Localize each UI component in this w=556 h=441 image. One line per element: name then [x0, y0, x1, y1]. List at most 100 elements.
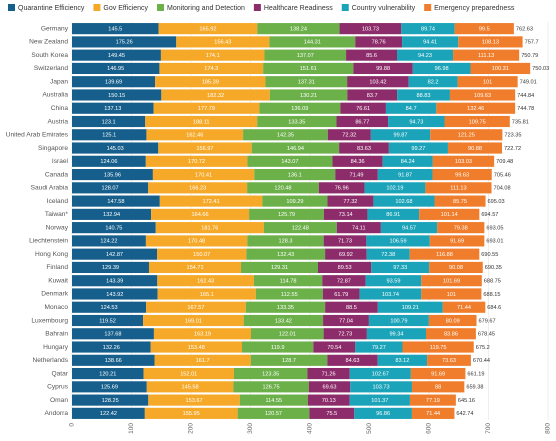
bar-segment: [373, 195, 435, 207]
bar-segment: [347, 76, 409, 88]
value-label: 90.88: [468, 146, 482, 152]
value-label: 101: [447, 292, 456, 298]
bar-segment: [411, 381, 465, 393]
value-label: 119.9: [271, 345, 285, 351]
category-label: Qatar: [52, 370, 69, 377]
bar-segment: [257, 23, 340, 35]
value-label: 142.35: [277, 133, 294, 139]
value-label: 153.48: [188, 345, 205, 351]
bar-segment: [72, 115, 146, 128]
value-label: 119.52: [99, 318, 116, 324]
value-label: 120.21: [99, 371, 116, 377]
bar-segment: [264, 49, 347, 61]
value-label: 93.59: [386, 278, 400, 284]
value-label: 106.59: [390, 239, 407, 245]
value-label: 85.6: [366, 53, 377, 59]
bar-segment: [72, 182, 149, 194]
bar-segment: [346, 49, 398, 61]
value-label: 128.07: [102, 186, 119, 192]
bar-segment: [449, 89, 516, 101]
value-label: 132.94: [103, 212, 120, 218]
category-label: Kuwait: [48, 277, 68, 284]
total-label: 693.01: [486, 239, 503, 245]
bar-segment: [427, 354, 471, 366]
bar-segment: [323, 208, 368, 220]
value-label: 172.41: [203, 199, 220, 205]
bar-segment: [153, 328, 252, 340]
bar-segment: [412, 62, 471, 75]
bar-segment: [382, 155, 433, 167]
value-label: 103.73: [373, 385, 390, 391]
bar-segment: [251, 328, 324, 340]
bar-segment: [366, 328, 426, 340]
category-label: China: [51, 105, 69, 112]
bar-segment: [146, 129, 244, 141]
bar-segment: [317, 261, 372, 274]
value-label: 89.74: [421, 26, 435, 32]
category-label: Singapore: [38, 145, 68, 152]
bar-segment: [355, 341, 403, 353]
value-label: 137.31: [298, 79, 315, 85]
bar-segment: [243, 314, 324, 327]
value-label: 119.75: [430, 345, 447, 351]
bar-segment: [257, 115, 337, 128]
value-label: 71.73: [338, 239, 352, 245]
bar-segment: [339, 142, 389, 154]
category-label: South Korea: [31, 52, 68, 59]
total-label: 690.55: [481, 252, 498, 258]
value-label: 165.92: [199, 26, 216, 32]
value-label: 103.42: [369, 79, 386, 85]
value-label: 125.1: [102, 133, 116, 139]
bar-segment: [155, 76, 266, 88]
bar-segment: [72, 354, 155, 366]
value-label: 103.03: [455, 159, 472, 165]
value-label: 83.86: [444, 332, 458, 338]
bar-segment: [72, 102, 154, 114]
value-label: 90.08: [449, 265, 463, 271]
bar-segment: [72, 76, 156, 88]
value-label: 175.26: [116, 40, 133, 46]
value-label: 133.35: [277, 305, 294, 311]
value-label: 153.67: [185, 398, 202, 404]
value-label: 136.09: [291, 106, 308, 112]
x-tick-label: 100: [128, 423, 135, 434]
category-label: Hong Kong: [35, 251, 68, 258]
total-label: 661.19: [467, 371, 484, 377]
bar-segment: [402, 341, 474, 353]
value-label: 77.19: [426, 398, 440, 404]
category-label: Iceland: [47, 198, 69, 205]
value-label: 112.55: [281, 292, 298, 298]
bar-segment: [308, 381, 351, 393]
bar-segment: [327, 354, 378, 366]
value-label: 121.25: [458, 133, 475, 139]
bar-segment: [157, 288, 256, 300]
value-label: 83.12: [395, 358, 409, 364]
bar-segment: [368, 314, 429, 327]
bar-segment: [158, 23, 258, 35]
bar-segment: [336, 115, 389, 128]
value-label: 94.57: [402, 225, 416, 231]
value-label: 133.42: [275, 318, 292, 324]
value-label: 80.09: [446, 318, 460, 324]
total-label: 749.01: [520, 79, 537, 85]
bar-segment: [397, 89, 450, 101]
category-label: Australia: [42, 92, 68, 99]
value-label: 146.95: [107, 66, 124, 72]
bar-segment: [457, 76, 518, 88]
value-label: 114.78: [280, 278, 297, 284]
value-label: 99.27: [411, 146, 425, 152]
bar-segment: [421, 275, 482, 287]
value-label: 128.3: [279, 239, 293, 245]
bar-segment: [355, 36, 403, 48]
total-label: 679.67: [479, 318, 496, 324]
value-label: 188.11: [193, 119, 210, 125]
value-label: 161.7: [196, 358, 210, 364]
value-label: 174.3: [204, 66, 218, 72]
bar-segment: [432, 155, 495, 167]
value-label: 88: [435, 385, 441, 391]
bar-segment: [158, 142, 252, 154]
bar-segment: [309, 407, 355, 419]
value-label: 77.32: [343, 199, 357, 205]
bar-segment: [251, 142, 340, 154]
bar-segment: [262, 195, 328, 207]
